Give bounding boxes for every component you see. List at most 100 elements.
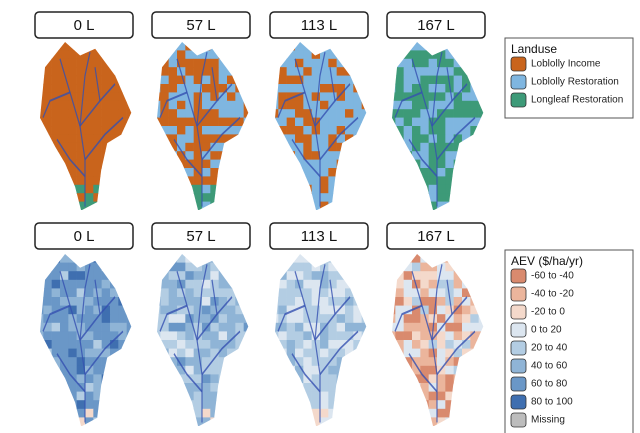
map-cell (462, 92, 471, 102)
map-cell (392, 92, 396, 102)
map-cell (160, 383, 169, 393)
map-cell (395, 134, 404, 144)
map-cell (470, 400, 479, 410)
map-cell (275, 100, 279, 110)
map-cell (160, 365, 169, 375)
map-cell (110, 297, 119, 307)
map-cell (278, 159, 287, 169)
map-cell (76, 201, 86, 210)
map-cell (43, 184, 52, 194)
map-cell (286, 92, 296, 102)
map-cell (361, 408, 367, 418)
map-cell (275, 142, 279, 152)
map-cell (320, 417, 329, 426)
map-cell (157, 279, 161, 289)
map-cell (336, 357, 346, 367)
map-cell (243, 100, 249, 110)
map-cell (218, 58, 228, 68)
map-cell (275, 417, 279, 426)
map-cell (76, 357, 86, 367)
map-cell (40, 322, 44, 332)
map-cell (110, 279, 119, 289)
map-cell (101, 322, 111, 332)
map-cell (168, 100, 178, 110)
map-cell (278, 279, 287, 289)
map-cell (361, 151, 367, 161)
map-cell (227, 340, 236, 350)
map-cell (453, 322, 463, 332)
map-cell (218, 271, 228, 281)
map-cell (126, 331, 132, 341)
map-cell (60, 322, 69, 332)
map-cell (353, 134, 362, 144)
map-cell (345, 383, 354, 393)
map-cell (320, 42, 329, 51)
map-cell (311, 271, 321, 281)
map-cell (462, 279, 471, 289)
map-cell (345, 75, 354, 85)
map-cell (428, 201, 438, 210)
map-cell (437, 84, 446, 93)
map-cell (275, 126, 279, 135)
river (277, 304, 306, 332)
map-cell (218, 314, 228, 324)
map-cell (168, 151, 178, 161)
map-cell (403, 193, 413, 203)
map-cell (101, 408, 111, 418)
map-cell (320, 117, 329, 127)
map-cell (412, 184, 421, 194)
map-cell (185, 134, 194, 144)
map-cell (295, 168, 304, 177)
map-cell (295, 417, 304, 426)
map-cell (470, 142, 479, 152)
map-cell (160, 168, 169, 177)
map-cell (286, 254, 296, 264)
map-cell (185, 84, 194, 93)
map-cell (278, 168, 287, 177)
map-cell (85, 151, 94, 161)
map-cell (60, 408, 69, 418)
map-cell (320, 159, 329, 169)
map-cell (445, 279, 454, 289)
map-cell (76, 84, 86, 93)
map-cell (43, 374, 52, 384)
map-cell (218, 322, 228, 332)
map-cell (420, 75, 429, 85)
map-cell (445, 151, 454, 161)
map-cell (303, 50, 312, 60)
map-cell (101, 400, 111, 410)
map-cell (76, 58, 86, 68)
map-cell (68, 400, 77, 410)
map-cell (478, 408, 484, 418)
map-cell (157, 42, 161, 51)
map-cell (445, 142, 454, 152)
map-cell (428, 279, 438, 289)
map-cell (243, 254, 249, 264)
map-cell (43, 176, 52, 186)
panel-label: 0 L (74, 17, 95, 34)
map-cell (286, 100, 296, 110)
map-cell (51, 134, 61, 144)
map-cell (168, 58, 178, 68)
map-cell (68, 314, 77, 324)
map-cell (303, 201, 312, 210)
map-cell (218, 383, 228, 393)
map-cell (43, 142, 52, 152)
map-cell (320, 348, 329, 358)
map-cell (345, 176, 354, 186)
map-cell (168, 365, 178, 375)
map-cell (453, 84, 463, 93)
map-cell (110, 331, 119, 341)
map-cell (43, 151, 52, 161)
map-cell (336, 262, 346, 272)
map-cell (85, 314, 94, 324)
map-cell (328, 142, 337, 152)
map-cell (218, 340, 228, 350)
map-cell (157, 159, 161, 169)
map-cell (361, 58, 367, 68)
map-cell (235, 168, 244, 177)
map-cell (210, 134, 219, 144)
map-cell (453, 142, 463, 152)
map-cell (126, 262, 132, 272)
map-cell (453, 279, 463, 289)
